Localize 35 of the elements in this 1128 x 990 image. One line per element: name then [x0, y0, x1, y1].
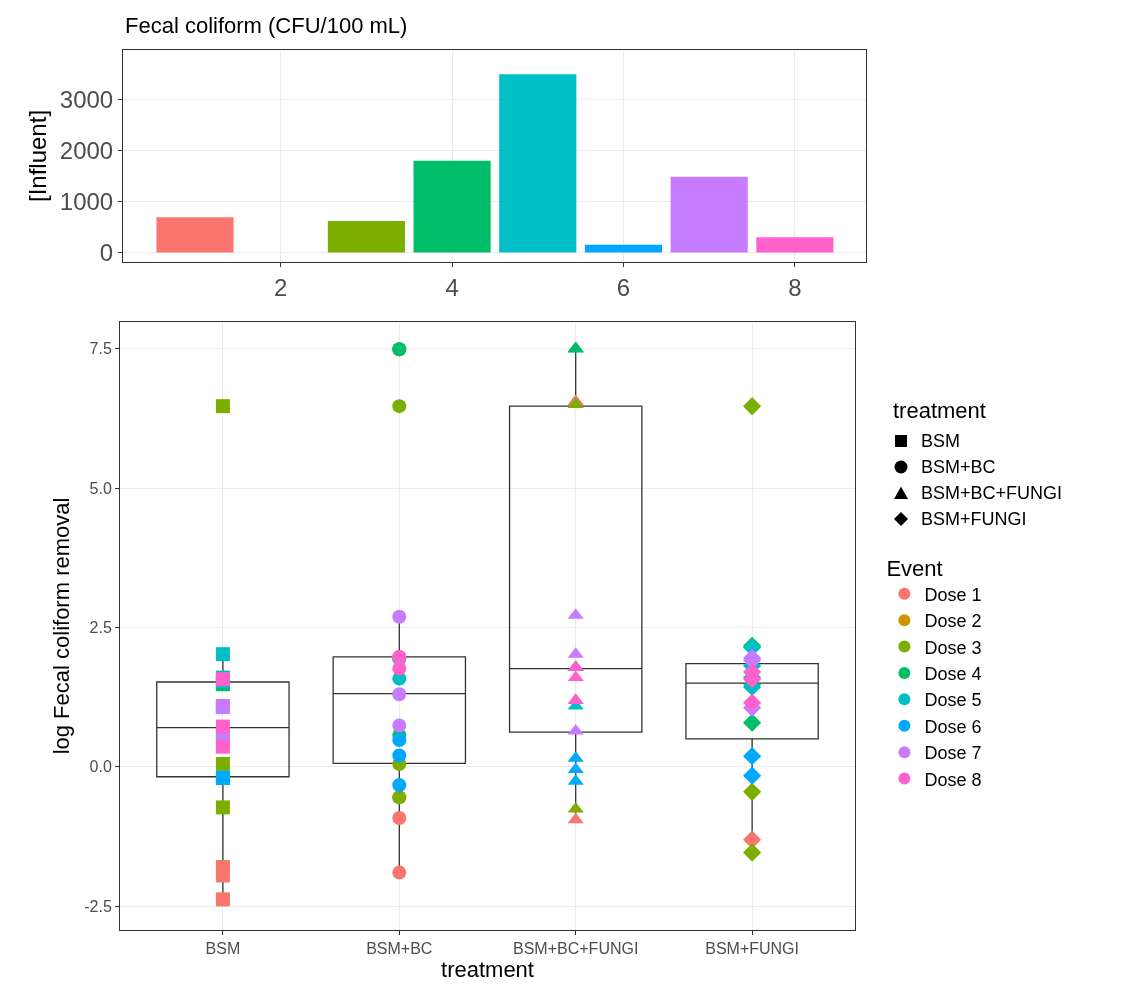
y-tick-label: 1000 — [59, 187, 114, 215]
legend-label: Dose 1 — [924, 584, 982, 605]
legend-label: Dose 7 — [924, 743, 982, 764]
legend-label: Dose 6 — [924, 716, 982, 737]
chart-title: Fecal coliform (CFU/100 mL) — [125, 13, 408, 38]
x-tick-label: BSM+BC — [366, 940, 433, 958]
y-axis-title: [Influent] — [23, 109, 51, 203]
x-axis-title: treatment — [441, 957, 534, 983]
category-label: BSM — [921, 430, 961, 451]
category-label: BSM+BC+FUNGI — [921, 482, 1063, 503]
y-tick-label: 5.0 — [89, 479, 112, 497]
x-tick-label: 2 — [274, 273, 288, 301]
y-axis-title: log Fecal coliform removal — [49, 497, 75, 755]
y-tick-label: 0.0 — [89, 758, 112, 776]
y-tick-label: 2.5 — [89, 618, 112, 636]
text: Event — [886, 555, 943, 581]
y-tick-label: 2000 — [59, 137, 114, 165]
text: treatment — [893, 398, 986, 423]
x-tick-label: BSM — [205, 940, 241, 958]
x-tick-label: 6 — [616, 273, 631, 301]
legend-label: Dose 5 — [924, 690, 982, 711]
y-tick-label: 7.5 — [89, 340, 112, 358]
category-label: BSM+BC — [921, 456, 996, 477]
y-tick-label: -2.5 — [84, 897, 112, 915]
y-tick-label: 0 — [99, 238, 114, 266]
legend-label: Dose 3 — [924, 637, 982, 658]
x-tick-label: BSM+BC+FUNGI — [513, 940, 639, 958]
legend-label: Dose 4 — [924, 663, 982, 684]
category-label: BSM+FUNGI — [921, 508, 1027, 529]
legend-label: Dose 2 — [924, 611, 982, 632]
x-tick-label: 4 — [445, 273, 459, 301]
y-tick-label: 3000 — [59, 86, 114, 114]
x-tick-label: BSM+FUNGI — [705, 940, 799, 958]
legend-label: Dose 8 — [924, 769, 982, 790]
x-tick-label: 8 — [788, 273, 802, 301]
